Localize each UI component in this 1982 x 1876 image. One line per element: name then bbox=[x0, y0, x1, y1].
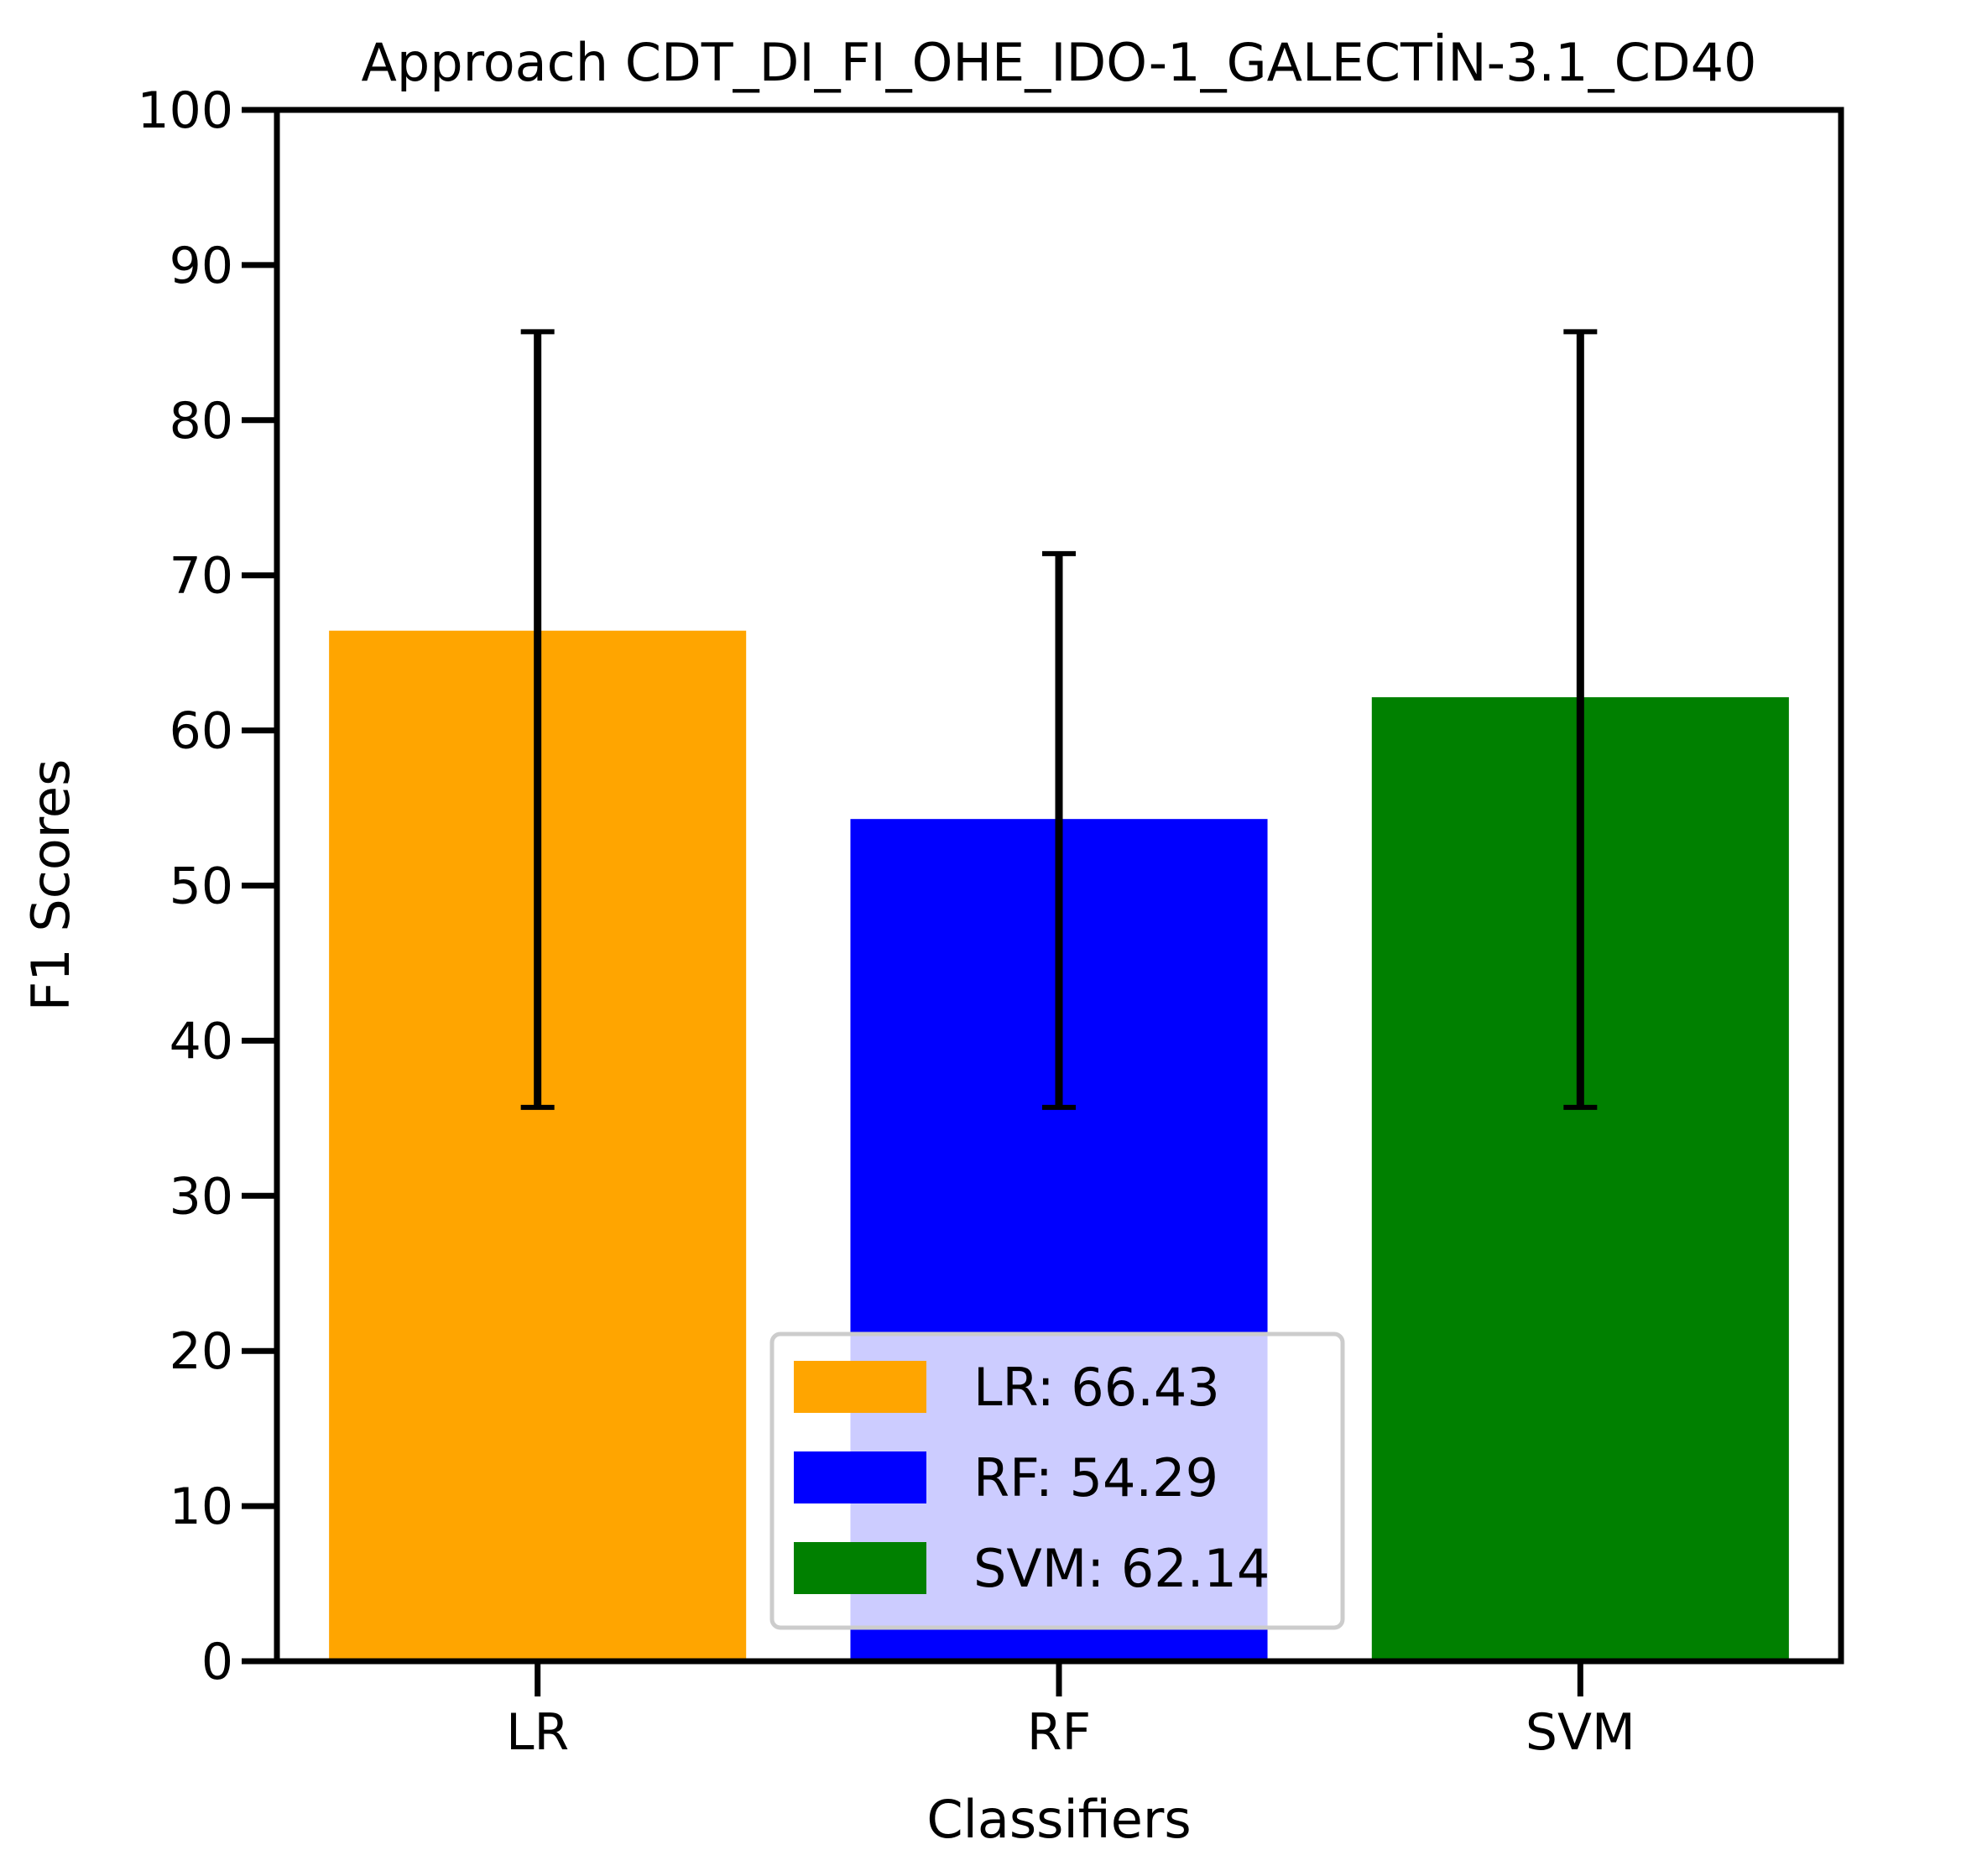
error-bars-layer bbox=[520, 329, 1598, 1110]
legend-swatch-rf bbox=[794, 1451, 926, 1503]
x-axis-ticks: LR RF SVM bbox=[506, 1661, 1635, 1762]
y-tick-label: 30 bbox=[170, 1167, 233, 1226]
plot-frame bbox=[274, 107, 1844, 1665]
y-tick-label: 70 bbox=[170, 547, 233, 606]
legend-swatch-lr bbox=[794, 1361, 926, 1413]
y-tick-label: 40 bbox=[170, 1012, 233, 1071]
x-tick-label: SVM bbox=[1526, 1703, 1635, 1762]
y-tick-label: 90 bbox=[170, 237, 233, 295]
x-tick-label: RF bbox=[1027, 1703, 1091, 1762]
legend-label-svm: SVM: 62.14 bbox=[973, 1538, 1270, 1599]
legend-swatch-svm bbox=[794, 1542, 926, 1594]
y-tick-label: 80 bbox=[170, 392, 233, 451]
legend: LR: 66.43 RF: 54.29 SVM: 62.14 bbox=[769, 1331, 1345, 1630]
y-tick-label: 10 bbox=[170, 1477, 233, 1536]
y-tick-label: 50 bbox=[170, 857, 233, 916]
y-axis-label: F1 Scores bbox=[20, 759, 81, 1012]
y-tick-label: 60 bbox=[170, 702, 233, 761]
chart-title: Approach CDT_DI_FI_OHE_IDO-1_GALECTİN-3.… bbox=[361, 32, 1756, 93]
y-tick-label: 0 bbox=[201, 1633, 233, 1691]
y-tick-label: 20 bbox=[170, 1322, 233, 1381]
x-tick-label: LR bbox=[506, 1703, 569, 1762]
x-axis-label: Classifiers bbox=[926, 1789, 1191, 1850]
y-tick-label: 100 bbox=[137, 81, 233, 140]
legend-label-lr: LR: 66.43 bbox=[973, 1357, 1220, 1418]
y-axis-ticks: 0 10 20 30 40 50 60 70 80 90 100 bbox=[137, 81, 277, 1691]
legend-label-rf: RF: 54.29 bbox=[973, 1447, 1218, 1509]
